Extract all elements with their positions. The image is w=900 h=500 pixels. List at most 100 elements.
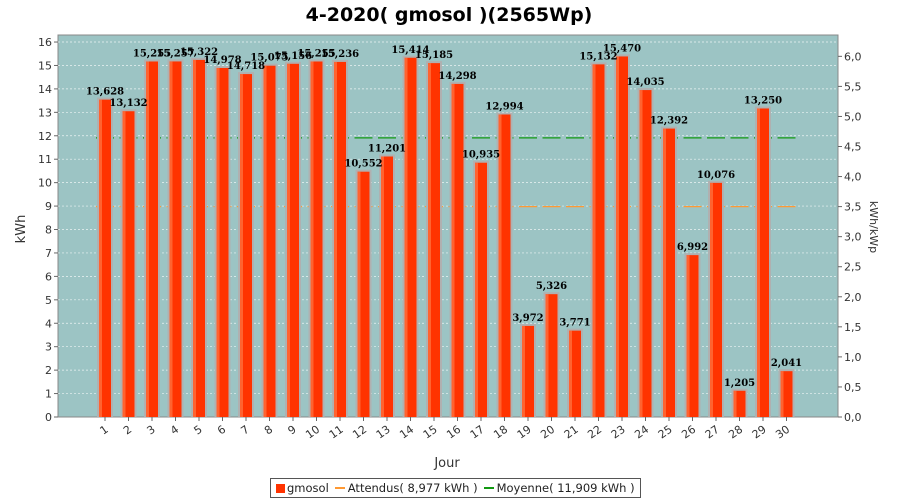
legend-item-average: Moyenne( 11,909 kWh ) (483, 481, 635, 495)
data-label: 13,628 (86, 87, 124, 98)
x-tick-label: 11 (327, 423, 346, 442)
bar-highlight (639, 90, 643, 417)
x-tick-label: 21 (562, 423, 581, 442)
y2-tick-label: 3,0 (844, 231, 862, 244)
data-label: 6,992 (677, 242, 708, 253)
y2-axis-label: kWh/kWp (867, 201, 880, 253)
x-tick-label: 30 (773, 423, 792, 442)
x-tick-label: 18 (491, 423, 510, 442)
legend-item-gmosol: gmosol (276, 481, 329, 495)
data-label: 12,392 (650, 116, 688, 127)
data-label: 15,470 (603, 43, 641, 54)
y2-tick-label: 4,0 (844, 171, 862, 184)
y-tick-label: 11 (38, 153, 52, 166)
x-tick-label: 9 (286, 423, 299, 438)
y-tick-label: 16 (38, 36, 52, 49)
y-tick-label: 8 (45, 224, 52, 237)
y-axis-label: kWh (14, 215, 29, 244)
data-label: 14,298 (438, 71, 476, 82)
bar-highlight (545, 294, 549, 417)
bar-highlight (334, 61, 337, 418)
data-label: 15,414 (391, 45, 429, 56)
y-tick-label: 2 (45, 364, 52, 377)
data-label: 3,972 (512, 313, 543, 324)
data-label: 1,205 (724, 378, 755, 389)
bar-highlight (146, 61, 149, 418)
bar-highlight (357, 171, 361, 417)
data-label: 12,994 (485, 101, 523, 112)
x-tick-label: 29 (750, 423, 769, 442)
bar-highlight (263, 65, 267, 417)
x-tick-label: 3 (145, 423, 158, 438)
y-tick-label: 15 (38, 59, 52, 72)
data-label: 10,552 (344, 159, 382, 170)
data-label: 15,156 (274, 51, 312, 62)
y-tick-label: 7 (45, 247, 52, 260)
data-label: 13,132 (109, 98, 147, 109)
y2-tick-label: 5,0 (844, 110, 862, 123)
data-label: 14,035 (626, 77, 664, 88)
data-label: 3,771 (559, 318, 590, 329)
y-tick-label: 5 (45, 294, 52, 307)
x-tick-label: 24 (632, 423, 651, 442)
bar-highlight (240, 74, 243, 418)
y-tick-label: 10 (38, 177, 52, 190)
data-label: 15,322 (180, 47, 218, 58)
data-label: 15,255 (133, 48, 171, 59)
data-label: 15,236 (321, 49, 359, 60)
legend-label-average: Moyenne( 11,909 kWh ) (496, 481, 635, 495)
bar-highlight (522, 325, 525, 417)
x-tick-label: 16 (444, 423, 463, 442)
data-label: 11,201 (368, 143, 406, 154)
legend-label-expected: Attendus( 8,977 kWh ) (347, 481, 478, 495)
y-tick-label: 12 (38, 130, 52, 143)
x-tick-label: 26 (679, 423, 698, 442)
y-tick-label: 6 (45, 270, 52, 283)
x-tick-label: 27 (703, 423, 722, 442)
x-tick-label: 13 (374, 423, 393, 442)
x-tick-label: 25 (656, 423, 675, 442)
data-label: 15,075 (250, 53, 288, 64)
x-tick-label: 20 (538, 423, 557, 442)
y2-tick-label: 3,5 (844, 201, 862, 214)
bar-highlight (780, 371, 784, 417)
y2-tick-label: 2,0 (844, 291, 862, 304)
y-tick-label: 0 (45, 411, 52, 424)
data-label: 14,718 (227, 61, 265, 72)
y2-tick-label: 6,0 (844, 50, 862, 63)
data-label: 5,326 (536, 281, 567, 292)
bar-highlight (216, 67, 220, 417)
x-tick-label: 23 (609, 423, 628, 442)
bar-highlight (710, 182, 713, 417)
bar-highlight (663, 128, 666, 418)
legend-swatch-average (483, 487, 494, 489)
bar-highlight (122, 111, 126, 417)
x-tick-label: 1 (98, 423, 111, 438)
y2-tick-label: 0,5 (844, 381, 862, 394)
x-axis-label: Jour (433, 456, 460, 471)
data-label: 15,185 (415, 50, 453, 61)
y-tick-label: 9 (45, 200, 52, 213)
y-tick-label: 13 (38, 106, 52, 119)
legend-swatch-expected (334, 487, 345, 489)
data-label: 14,978 (203, 55, 241, 66)
x-axis-ticks: 1 2 3 4 5 6 7 8 9 10 11 12 13 14 15 16 17 18 19 20 21 22 23 24 2… (98, 417, 792, 442)
y-tick-label: 14 (38, 83, 52, 96)
bar-highlight (428, 63, 431, 417)
bar-highlight (99, 99, 102, 418)
data-label: 10,935 (462, 150, 500, 161)
x-tick-label: 14 (397, 423, 416, 442)
bar-highlight (475, 162, 478, 417)
x-tick-label: 4 (168, 423, 181, 438)
y2-tick-label: 5,5 (844, 80, 862, 93)
bar-highlight (287, 63, 290, 418)
bar-highlight (193, 59, 196, 418)
y-tick-label: 4 (45, 317, 52, 330)
y2-axis-ticks: 0,0 0,5 1,0 1,5 2,0 2,5 3,0 3,5 4,0 4,5 5,0 5,5 6,0 (838, 50, 862, 424)
bar-highlight (686, 255, 690, 417)
data-label: 15,257 (156, 48, 194, 59)
x-tick-label: 5 (192, 423, 205, 438)
